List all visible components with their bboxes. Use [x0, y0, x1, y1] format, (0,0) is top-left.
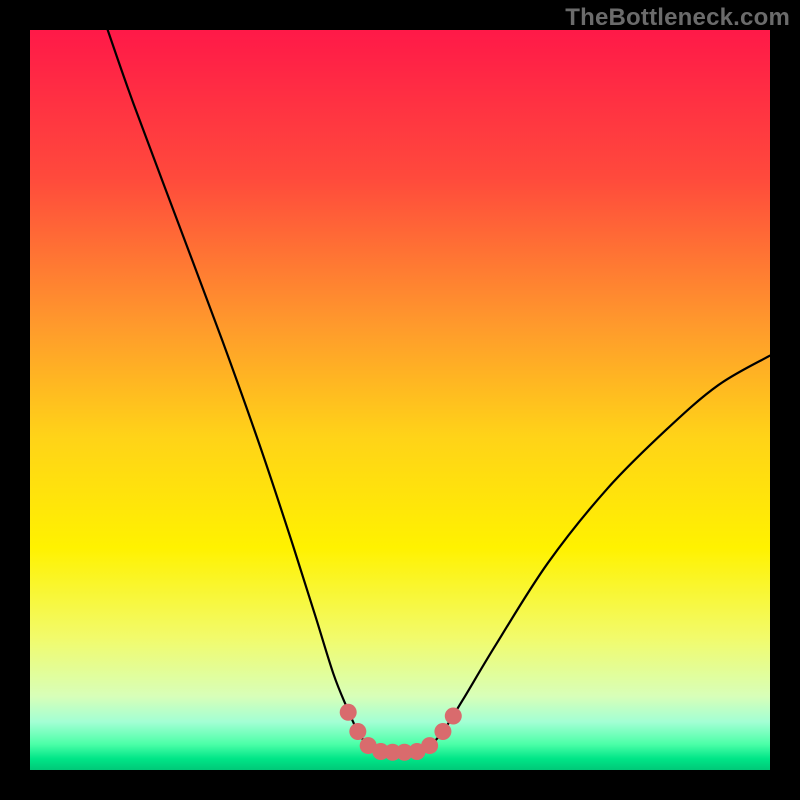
bottleneck-chart [0, 0, 800, 800]
chart-stage: TheBottleneck.com [0, 0, 800, 800]
valley-marker [421, 737, 438, 754]
valley-marker [434, 723, 451, 740]
valley-marker [445, 707, 462, 724]
valley-marker [340, 704, 357, 721]
watermark-text: TheBottleneck.com [565, 4, 790, 32]
valley-marker [349, 723, 366, 740]
plot-area [30, 30, 770, 770]
